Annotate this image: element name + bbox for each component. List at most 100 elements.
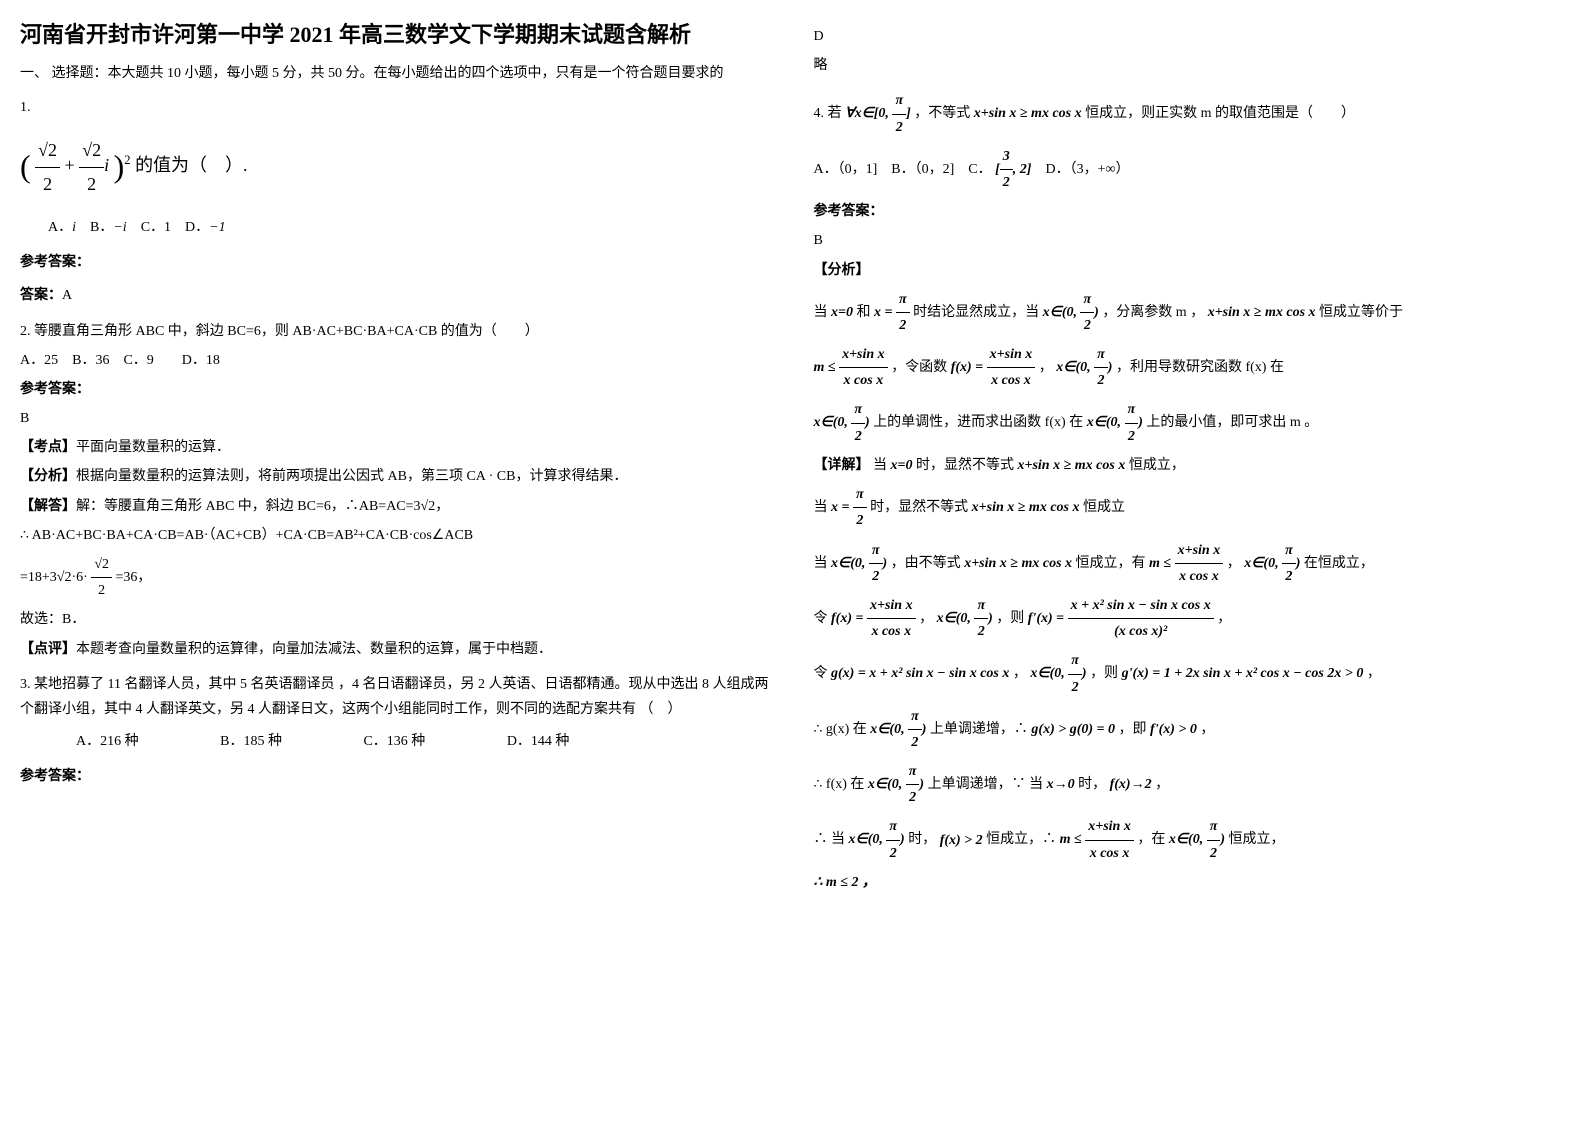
q3-answer: D <box>814 24 1568 49</box>
q2-jieda-line2: =18+3√2·6· √22 =36， <box>20 552 774 603</box>
t: 上单调递增，∵ 当 <box>928 777 1047 792</box>
q4-number: 4. <box>814 106 828 121</box>
t: f'(x) > 0 <box>1150 717 1197 742</box>
q4-stem-post: 恒成立，则正实数 m 的取值范围是（ ） <box>1085 106 1355 121</box>
q2-fenxi-label: 【分析】 <box>20 469 76 484</box>
section1-heading: 一、 选择题：本大题共 10 小题，每小题 5 分，共 50 分。在每小题给出的… <box>20 63 774 85</box>
t: ， <box>1367 666 1381 681</box>
q2-dianping: 【点评】本题考查向量数量积的运算律，向量加法减法、数量积的运算，属于中档题． <box>20 637 774 662</box>
q2-stem-text: 等腰直角三角形 ABC 中，斜边 BC=6，则 AB·AC+BC·BA+CA·C… <box>34 324 539 339</box>
q4-options: A．（0，1] B．（0，2] C． [32, 2] D．（3，+∞） <box>814 144 1568 195</box>
q1-opt-a-val: i <box>72 220 76 235</box>
t: ， <box>1217 611 1231 626</box>
t: 恒成立， <box>1129 458 1185 473</box>
t: x+sin x ≥ mx cos x <box>964 551 1072 576</box>
t: x=0 <box>831 300 853 325</box>
t: 时结论显然成立，当 <box>913 305 1043 320</box>
q1-opt-a-label: A． <box>48 220 72 235</box>
t: 当 <box>814 305 832 320</box>
q4-stem-mid: ，不等式 <box>914 106 974 121</box>
t: x+sin x ≥ mx cos x <box>1017 453 1125 478</box>
question-4: 4. 若 ∀x∈[0, π2] ，不等式 x+sin x ≥ mx cos x … <box>814 88 1568 895</box>
q2-options: A．25 B．36 C．9 D．18 <box>20 348 774 373</box>
q2-answer: B <box>20 406 774 431</box>
t: 恒成立等价于 <box>1319 305 1403 320</box>
q3-opt-b: B．185 种 <box>192 728 282 756</box>
q1-options: A．i B．−i C．1 D．−1 <box>20 214 774 242</box>
t: 上单调递增，∴ <box>930 722 1032 737</box>
q4-ref-label: 参考答案： <box>814 199 1568 224</box>
q1-opt-b-label: B． <box>90 220 113 235</box>
t: 上的单调性，进而求出函数 f(x) 在 <box>873 415 1087 430</box>
t: 当 <box>873 458 891 473</box>
left-column: 河南省开封市许河第一中学 2021 年高三数学文下学期期末试题含解析 一、 选择… <box>20 20 774 905</box>
t: 当 <box>814 500 832 515</box>
q1-opt-c: C．1 <box>141 220 171 235</box>
t: x=0 <box>891 453 913 478</box>
page-container: 河南省开封市许河第一中学 2021 年高三数学文下学期期末试题含解析 一、 选择… <box>20 20 1567 905</box>
q3-opt-a: A．216 种 <box>48 728 139 756</box>
q4-xj-l2: 当 x = π2 时，显然不等式 x+sin x ≥ mx cos x 恒成立 <box>814 482 1568 533</box>
t: ，分离参数 m ， <box>1102 305 1204 320</box>
q2-jieda-line1: ∴ AB·AC+BC·BA+CA·CB=AB·（AC+CB）+CA·CB=AB²… <box>20 523 774 548</box>
t: 和 <box>856 305 874 320</box>
t: 上的最小值，即可求出 m 。 <box>1146 415 1318 430</box>
t: 恒成立，∴ <box>986 832 1060 847</box>
t: ∴ f(x) 在 <box>814 777 868 792</box>
q4-fenxi-l1: 当 x=0 和 x = π2 时结论显然成立，当 x∈(0, π2) ，分离参数… <box>814 287 1568 338</box>
q4-opt-a: A．（0，1] <box>814 162 878 177</box>
q3-extra: 略 <box>814 53 1568 78</box>
q3-options: A．216 种 B．185 种 C．136 种 D．144 种 <box>20 728 774 756</box>
t: ∴ m ≤ 2 ， <box>814 870 876 895</box>
t: ，在 <box>1137 832 1169 847</box>
q4-stem-pre: 若 <box>828 106 846 121</box>
q1-answer: A <box>62 288 72 303</box>
question-3: 3. 某地招募了 11 名翻译人员，其中 5 名英语翻译员 ，4 名日语翻译员，… <box>20 672 774 790</box>
q1-opt-b-val: −i <box>113 220 126 235</box>
t: ∴ g(x) 在 <box>814 722 871 737</box>
q4-fenxi-l2: m ≤ x+sin xx cos x ，令函数 f(x) = x+sin xx … <box>814 342 1568 393</box>
t: g'(x) = 1 + 2x sin x + x² cos x − cos 2x… <box>1122 661 1364 686</box>
t: 时，显然不等式 <box>870 500 972 515</box>
q1-stem-tail: 的值为（ ）. <box>135 155 248 175</box>
t: ，由不等式 <box>891 555 965 570</box>
t: 时， <box>1078 777 1106 792</box>
t: f(x) > 2 <box>940 828 983 853</box>
t: 当 <box>814 555 832 570</box>
t: 令 <box>814 666 832 681</box>
q4-fenxi-label: 【分析】 <box>814 258 1568 283</box>
q2-dianping-text: 本题考查向量数量积的运算律，向量加法减法、数量积的运算，属于中档题． <box>76 642 552 657</box>
q4-opt-c-pre: C． <box>968 162 991 177</box>
q1-answer-line: 答案：A <box>20 283 774 308</box>
t: ，即 <box>1119 722 1151 737</box>
t: ， <box>1155 777 1169 792</box>
q1-number: 1. <box>20 95 774 120</box>
q2-jieda-pre: 解：等腰直角三角形 ABC 中，斜边 BC=6，∴AB=AC=3√2， <box>76 499 449 514</box>
t: g(x) = x + x² sin x − sin x cos x <box>831 661 1009 686</box>
t: ， <box>1200 722 1214 737</box>
q1-opt-d-val: −1 <box>209 220 225 235</box>
t: 恒成立， <box>1229 832 1285 847</box>
q4-xj-l1: 【详解】 当 x=0 时，显然不等式 x+sin x ≥ mx cos x 恒成… <box>814 453 1568 478</box>
t: x→0 <box>1047 772 1075 797</box>
question-1: 1. ( √22 + √22i )2 的值为（ ）. A．i B．−i C．1 … <box>20 95 774 308</box>
q3-stem: 3. 某地招募了 11 名翻译人员，其中 5 名英语翻译员 ，4 名日语翻译员，… <box>20 672 774 722</box>
q1-answer-label: 答案： <box>20 288 62 303</box>
t: f(x)→2 <box>1110 772 1152 797</box>
document-title: 河南省开封市许河第一中学 2021 年高三数学文下学期期末试题含解析 <box>20 20 774 51</box>
q2-fenxi: 【分析】根据向量数量积的运算法则，将前两项提出公因式 AB，第三项 CA · C… <box>20 464 774 489</box>
t: x+sin x ≥ mx cos x <box>1208 300 1316 325</box>
q4-xj-l7: ∴ f(x) 在 x∈(0, π2) 上单调递增，∵ 当 x→0 时， f(x)… <box>814 759 1568 810</box>
q4-opt-d: D．（3，+∞） <box>1045 162 1129 177</box>
t: 时， <box>908 832 936 847</box>
q2-number: 2. <box>20 324 34 339</box>
q2-stem: 2. 等腰直角三角形 ABC 中，斜边 BC=6，则 AB·AC+BC·BA+C… <box>20 319 774 344</box>
t: x+sin x ≥ mx cos x <box>972 495 1080 520</box>
t: ，利用导数研究函数 f(x) 在 <box>1116 360 1284 375</box>
q4-opt-b: B．（0，2] <box>891 162 954 177</box>
t: 恒成立 <box>1083 500 1125 515</box>
t: 令 <box>814 611 832 626</box>
q1-formula: ( √22 + √22i )2 的值为（ ）. <box>20 134 774 200</box>
q2-jieda: 【解答】解：等腰直角三角形 ABC 中，斜边 BC=6，∴AB=AC=3√2， <box>20 494 774 519</box>
t: ∴ 当 <box>814 832 849 847</box>
